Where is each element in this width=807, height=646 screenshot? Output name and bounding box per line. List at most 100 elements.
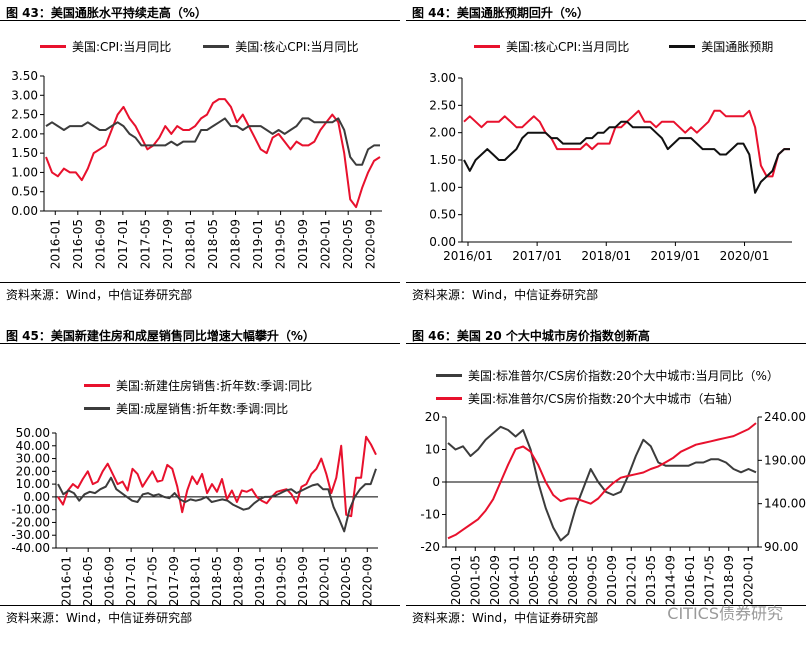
- x-tick-label: 2016/01: [443, 249, 493, 263]
- legend-label: 美国:核心CPI:当月同比: [506, 40, 630, 54]
- legend-swatch-dark: [436, 374, 462, 377]
- y-tick-label: 2.00: [11, 127, 38, 141]
- legend-item: 美国:核心CPI:当月同比: [474, 38, 629, 55]
- y-tick-label: 3.00: [11, 88, 38, 102]
- x-tick-label: 2018-01: [183, 219, 197, 269]
- y2-tick-label: 90.00: [764, 540, 798, 554]
- source-rule: [0, 605, 400, 606]
- x-tick-label: 2019-05: [274, 556, 288, 606]
- legend-swatch-red: [436, 397, 462, 400]
- y-tick-label: 40.00: [16, 439, 50, 453]
- legend-label: 美国:核心CPI:当月同比: [235, 40, 359, 54]
- series-line: [45, 98, 381, 209]
- series-line: [447, 425, 757, 542]
- y-tick-label: 1.00: [429, 180, 456, 194]
- x-tick-label: 2020-05: [341, 219, 355, 269]
- x-tick-label: 2020-01: [319, 219, 333, 269]
- legend-label: 美国:成屋销售:折年数:季调:同比: [116, 402, 289, 416]
- x-tick-label: 2019-01: [253, 556, 267, 606]
- x-tick-label: 2020-05: [339, 556, 353, 606]
- chart-panel-home-price: 图 46：美国 20 个大中城市房价指数创新高 美国:标准普尔/CS房价指数:2…: [406, 323, 806, 646]
- title-rule: [406, 20, 806, 21]
- legend-item: 美国:核心CPI:当月同比: [203, 38, 359, 55]
- y-tick-label: 30.00: [16, 452, 50, 466]
- y-tick-label: -10: [420, 508, 440, 522]
- x-tick-label: 2017-05: [146, 556, 160, 606]
- x-tick-label: 2016-01: [683, 555, 697, 605]
- chart-title: 图 46：美国 20 个大中城市房价指数创新高: [412, 329, 650, 343]
- y-tick-label: -20: [420, 540, 440, 554]
- chart-panel-inflation-expectation: 图 44：美国通胀预期回升（%） 美国:核心CPI:当月同比 美国通胀预期 0.…: [406, 0, 806, 323]
- y2-tick-label: 140.00: [764, 497, 806, 511]
- source-note: 资料来源：Wind，中信证券研究部: [6, 611, 193, 625]
- x-tick-label: 2020-09: [360, 556, 374, 606]
- title-rule: [406, 343, 806, 344]
- y2-tick-label: 190.00: [764, 453, 806, 467]
- y-tick-label: 2.50: [429, 98, 456, 112]
- legend-item: 美国:标准普尔/CS房价指数:20个大中城市（右轴）: [436, 390, 806, 407]
- x-tick-label: 2019-01: [251, 219, 265, 269]
- x-tick-label: 2020-01: [317, 556, 331, 606]
- x-tick-label: 2005-05: [527, 555, 541, 605]
- y-tick-label: 0.50: [429, 208, 456, 222]
- chart-panel-home-sales: 图 45：美国新建住房和成屋销售同比增速大幅攀升（%） 美国:新建住房销售:折年…: [0, 323, 400, 646]
- y-tick-label: 3.00: [429, 71, 456, 85]
- legend-item: 美国通胀预期: [669, 38, 773, 55]
- legend-swatch-dark: [84, 407, 110, 410]
- x-tick-label: 2019-09: [296, 556, 310, 606]
- y-tick-label: -20.00: [11, 515, 50, 529]
- y-tick-label: 10.00: [16, 477, 50, 491]
- x-tick-label: 2017-05: [702, 555, 716, 605]
- source-note: 资料来源：Wind，中信证券研究部: [6, 288, 193, 302]
- y-tick-label: 10: [425, 443, 440, 457]
- x-tick-label: 2017-09: [161, 219, 175, 269]
- x-tick-label: 2000-01: [449, 555, 463, 605]
- y-tick-label: 0.00: [11, 204, 38, 218]
- chart-title: 图 45：美国新建住房和成屋销售同比增速大幅攀升（%）: [6, 329, 315, 343]
- y-tick-label: -10.00: [11, 503, 50, 517]
- x-tick-label: 2018-05: [206, 219, 220, 269]
- x-tick-label: 2006-09: [546, 555, 560, 605]
- x-tick-label: 2001-05: [468, 555, 482, 605]
- chart-title: 图 43：美国通胀水平持续走高（%）: [6, 6, 207, 20]
- y-tick-label: 1.00: [11, 165, 38, 179]
- x-tick-label: 2014-09: [663, 555, 677, 605]
- series-line: [57, 468, 377, 533]
- x-tick-label: 2018-09: [231, 556, 245, 606]
- y-tick-label: 0.50: [11, 185, 38, 199]
- series-line: [45, 117, 380, 166]
- legend-label: 美国:标准普尔/CS房价指数:20个大中城市:当月同比（%）: [468, 369, 779, 383]
- x-tick-label: 2016-05: [81, 556, 95, 606]
- title-rule: [0, 20, 400, 21]
- x-tick-label: 2008-01: [566, 555, 580, 605]
- legend-swatch-red: [474, 45, 500, 48]
- x-tick-label: 2017/01: [512, 249, 562, 263]
- y-tick-label: -40.00: [11, 541, 50, 555]
- y2-tick-label: 240.00: [764, 410, 806, 424]
- source-rule: [406, 282, 806, 283]
- x-tick-label: 2017-05: [138, 219, 152, 269]
- series-line: [463, 120, 790, 194]
- legend-swatch-dark: [203, 45, 230, 48]
- y-tick-label: 50.00: [16, 426, 50, 440]
- legend-swatch-red: [40, 45, 66, 48]
- watermark: CITICS债券研究: [667, 604, 783, 623]
- x-tick-label: 2018-01: [189, 556, 203, 606]
- y-tick-label: 0: [432, 475, 440, 489]
- x-tick-label: 2017-01: [124, 556, 138, 606]
- x-tick-label: 2010-09: [605, 555, 619, 605]
- chart-legend: 美国:标准普尔/CS房价指数:20个大中城市:当月同比（%） 美国:标准普尔/C…: [406, 367, 806, 407]
- x-tick-label: 2019-05: [274, 219, 288, 269]
- series-line: [57, 435, 377, 518]
- y-tick-label: 1.50: [11, 146, 38, 160]
- x-tick-label: 2016-09: [93, 219, 107, 269]
- chart-legend: 美国:核心CPI:当月同比 美国通胀预期: [406, 38, 806, 55]
- y-tick-label: 2.50: [11, 108, 38, 122]
- chart-legend: 美国:新建住房销售:折年数:季调:同比 美国:成屋销售:折年数:季调:同比: [0, 377, 400, 417]
- x-tick-label: 2013-05: [644, 555, 658, 605]
- x-tick-label: 2012-01: [624, 555, 638, 605]
- x-tick-label: 2009-05: [585, 555, 599, 605]
- legend-label: 美国:新建住房销售:折年数:季调:同比: [116, 379, 313, 393]
- x-tick-label: 2016-01: [60, 556, 74, 606]
- legend-label: 美国:标准普尔/CS房价指数:20个大中城市（右轴）: [468, 392, 740, 406]
